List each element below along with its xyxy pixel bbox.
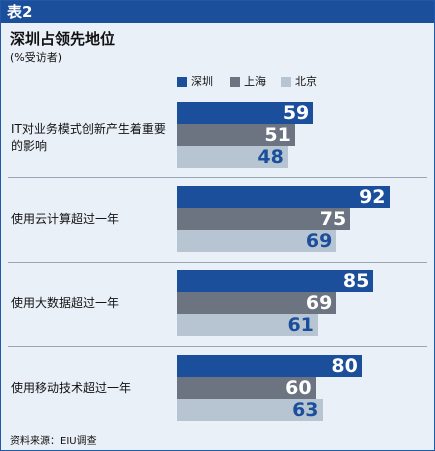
bar-beijing-1: 48 <box>177 146 288 168</box>
data-label-shenzhen-3: 85 <box>342 270 370 292</box>
chart-header-bar: 表2 <box>1 1 434 23</box>
source-note: 资料来源：EIU调查 <box>10 436 97 447</box>
data-label-shanghai-3: 69 <box>305 292 333 314</box>
data-label-shanghai-4: 60 <box>285 377 312 399</box>
legend-label-beijing: 北京 <box>295 75 317 88</box>
bar-shenzhen-4: 80 <box>177 355 362 377</box>
bar-shanghai-4: 60 <box>177 377 316 399</box>
group-divider-1 <box>8 177 427 178</box>
legend-swatch-shenzhen <box>177 77 187 87</box>
chart-title: 深圳占领先地位 <box>10 30 116 48</box>
bar-shanghai-1: 51 <box>177 124 295 146</box>
bar-shanghai-2: 75 <box>177 208 351 230</box>
group-divider-3 <box>8 346 427 347</box>
data-label-beijing-2: 69 <box>305 230 333 252</box>
data-label-shenzhen-1: 59 <box>282 102 310 124</box>
data-label-shanghai-1: 51 <box>264 124 291 146</box>
category-label-2: 使用云计算超过一年 <box>11 212 120 226</box>
bar-beijing-4: 63 <box>177 399 323 421</box>
chart-number-label: 表2 <box>7 3 33 21</box>
bar-shenzhen-2: 92 <box>177 186 390 208</box>
data-label-shenzhen-2: 92 <box>359 186 386 208</box>
bar-shenzhen-1: 59 <box>177 102 314 124</box>
bar-shanghai-3: 69 <box>177 292 337 314</box>
legend-swatch-shanghai <box>230 77 240 87</box>
bar-shenzhen-3: 85 <box>177 270 374 292</box>
category-label-1: IT对业务模式创新产生着重要的影响 <box>11 122 166 153</box>
group-divider-2 <box>8 262 427 263</box>
data-label-beijing-3: 61 <box>287 314 314 336</box>
data-label-shenzhen-4: 80 <box>331 355 358 377</box>
data-label-shanghai-2: 75 <box>319 208 347 230</box>
legend-swatch-beijing <box>281 77 291 87</box>
bar-beijing-2: 69 <box>177 230 337 252</box>
legend-label-shenzhen: 深圳 <box>191 75 213 88</box>
category-label-4: 使用移动技术超过一年 <box>11 381 132 395</box>
data-label-beijing-1: 48 <box>257 146 284 168</box>
data-label-beijing-4: 63 <box>292 399 319 421</box>
chart-subtitle: (%受访者) <box>10 51 63 64</box>
legend-label-shanghai: 上海 <box>244 75 266 88</box>
category-label-3: 使用大数据超过一年 <box>11 296 120 310</box>
bar-beijing-3: 61 <box>177 314 318 336</box>
